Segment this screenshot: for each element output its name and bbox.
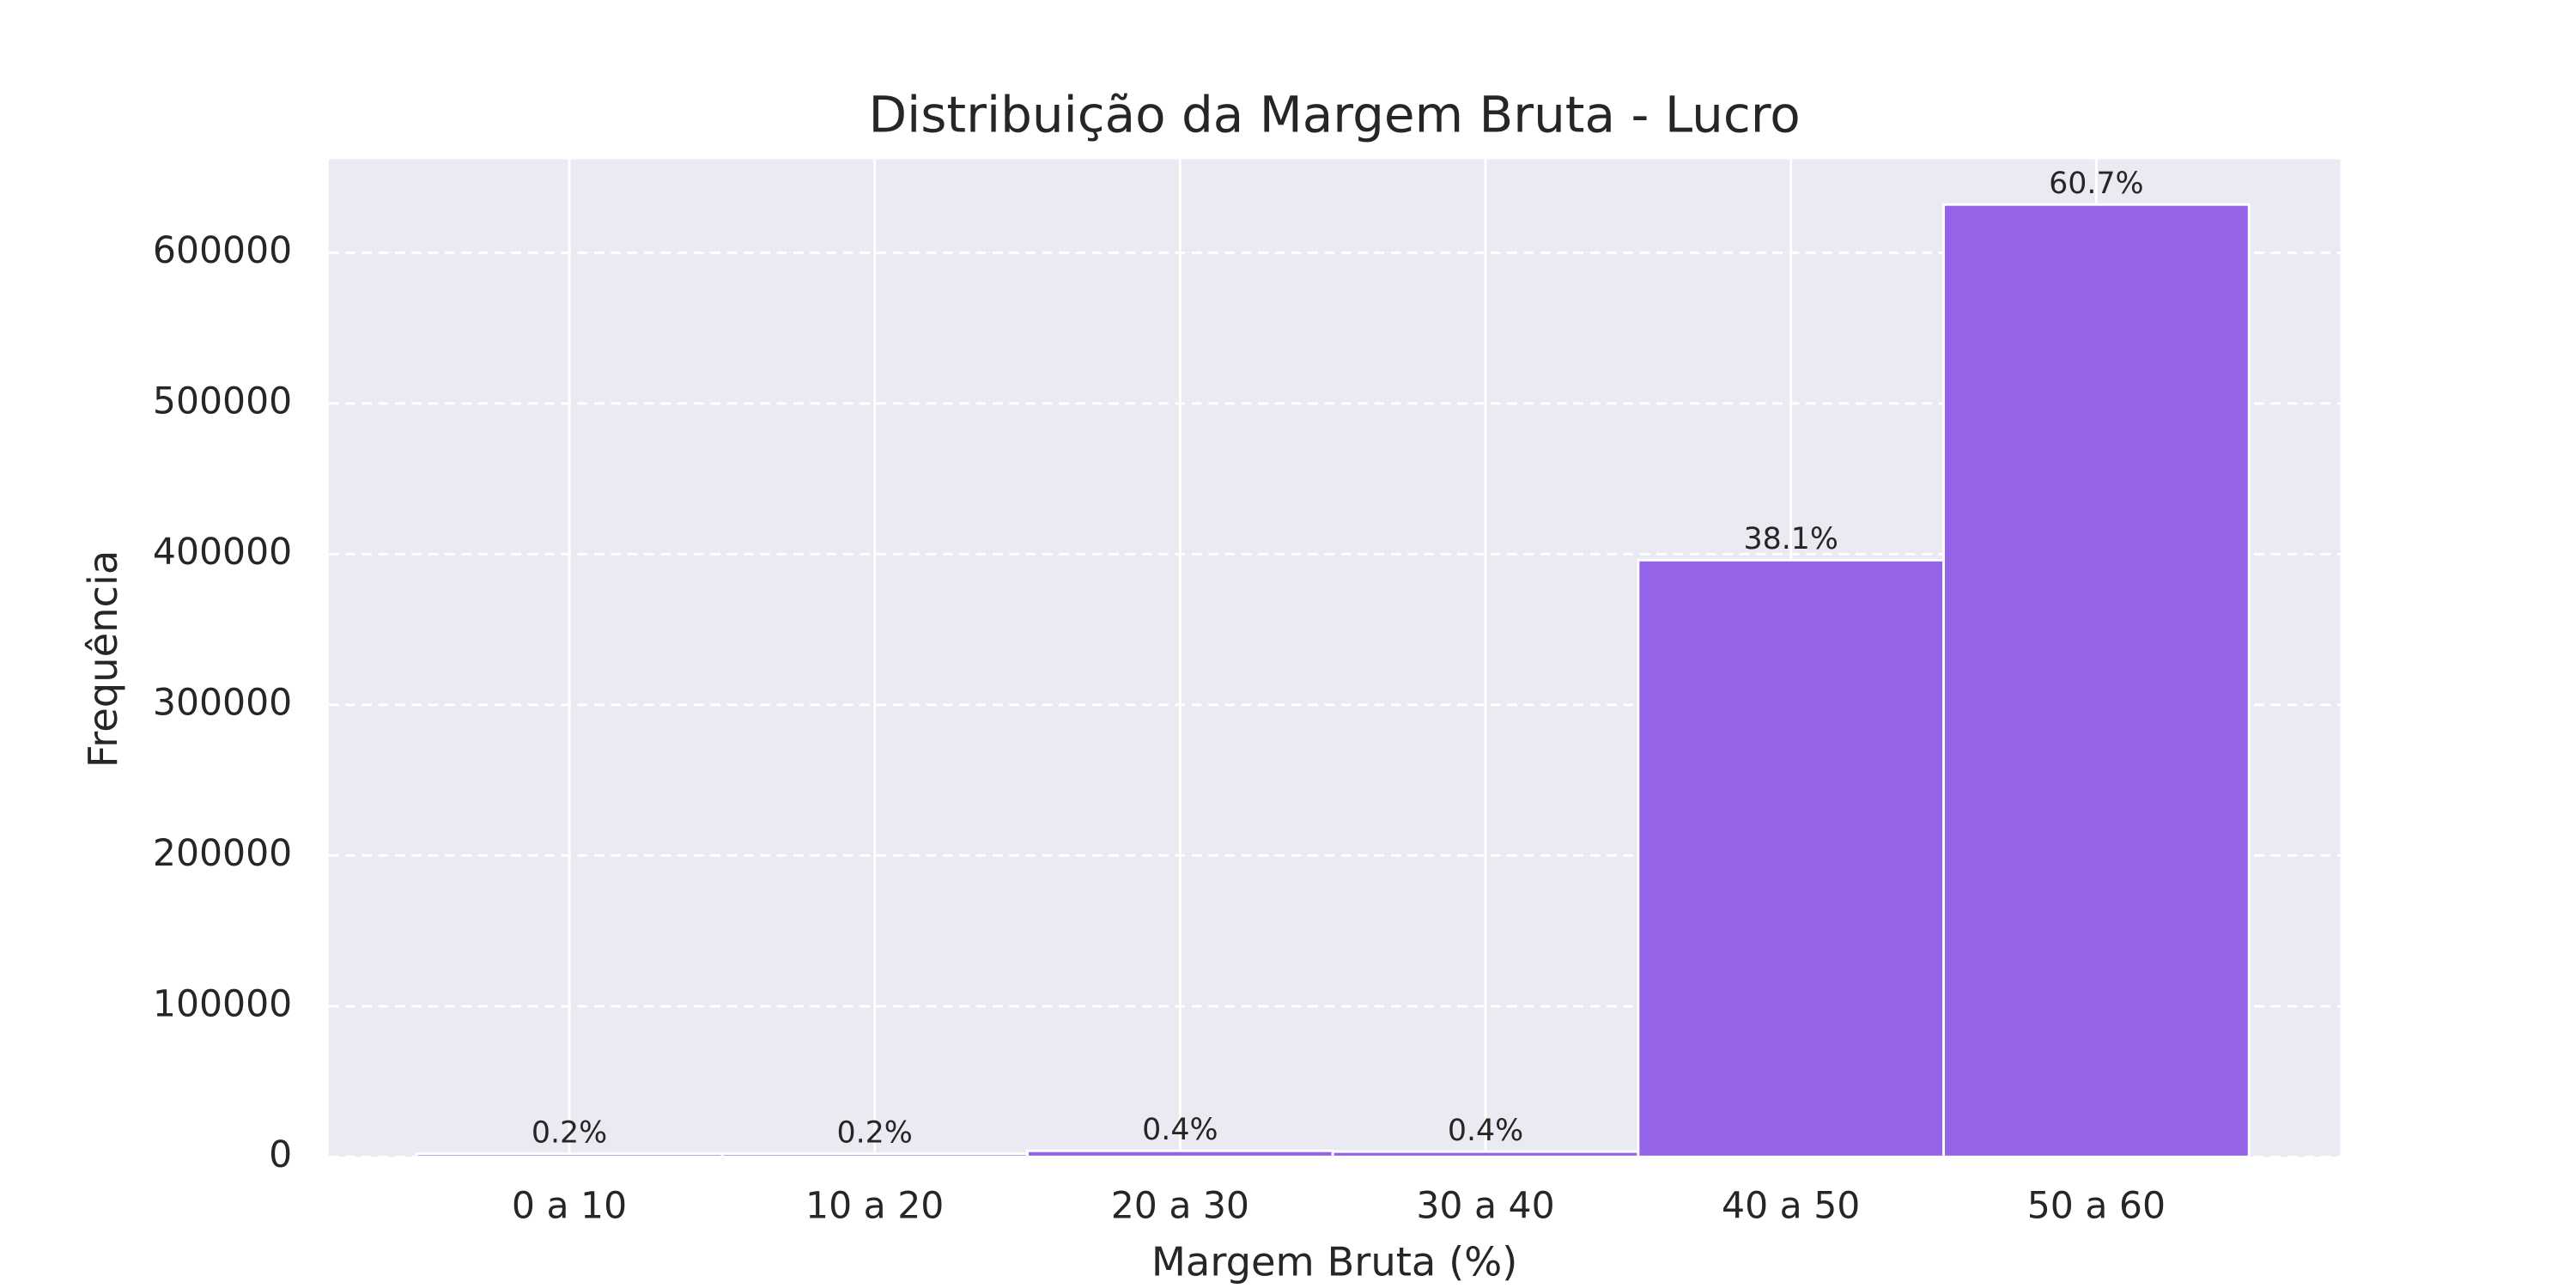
x-axis-label: Margem Bruta (%) bbox=[1151, 1238, 1517, 1285]
y-tick-label: 600000 bbox=[153, 230, 292, 272]
bar bbox=[415, 1152, 724, 1158]
x-tick-label: 50 a 60 bbox=[2027, 1186, 2166, 1228]
data-label: 0.4% bbox=[1142, 1113, 1218, 1147]
bar bbox=[1637, 558, 1945, 1158]
data-label: 60.7% bbox=[2049, 167, 2144, 201]
bar bbox=[1331, 1150, 1640, 1158]
y-tick-label: 500000 bbox=[153, 380, 292, 422]
y-tick-label: 400000 bbox=[153, 532, 292, 574]
bar bbox=[720, 1152, 1029, 1158]
x-tick-label: 30 a 40 bbox=[1416, 1186, 1554, 1228]
x-tick-label: 20 a 30 bbox=[1111, 1186, 1249, 1228]
bar bbox=[1026, 1149, 1334, 1158]
data-label: 0.4% bbox=[1448, 1114, 1523, 1148]
y-tick-label: 200000 bbox=[153, 833, 292, 875]
chart-title: Distribuição da Margem Bruta - Lucro bbox=[868, 85, 1800, 143]
x-tick-label: 40 a 50 bbox=[1722, 1186, 1860, 1228]
y-tick-label: 0 bbox=[269, 1134, 292, 1176]
x-tick-label: 0 a 10 bbox=[512, 1186, 627, 1228]
y-tick-label: 100000 bbox=[153, 983, 292, 1025]
data-label: 38.1% bbox=[1743, 522, 1838, 556]
x-tick-label: 10 a 20 bbox=[805, 1186, 944, 1228]
data-label: 0.2% bbox=[532, 1116, 607, 1151]
y-tick-label: 300000 bbox=[153, 682, 292, 724]
y-axis-label: Frequência bbox=[80, 550, 126, 768]
bar bbox=[1942, 203, 2251, 1158]
data-label: 0.2% bbox=[836, 1116, 912, 1151]
